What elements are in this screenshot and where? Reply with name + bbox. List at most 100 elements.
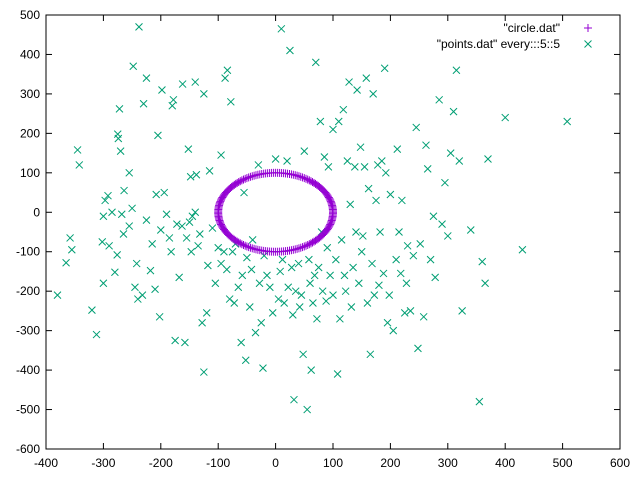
circle-point bbox=[242, 174, 251, 183]
series-layer bbox=[53, 22, 572, 414]
data-point bbox=[299, 350, 308, 359]
data-point bbox=[345, 78, 353, 86]
legend-x-mark bbox=[584, 40, 592, 48]
data-point bbox=[314, 263, 323, 272]
data-point bbox=[208, 224, 217, 232]
legend-plus-mark bbox=[584, 24, 592, 32]
circle-point bbox=[302, 174, 311, 183]
data-point bbox=[271, 155, 280, 163]
data-point bbox=[381, 168, 390, 177]
data-point bbox=[393, 145, 402, 153]
data-point bbox=[139, 99, 148, 108]
data-point bbox=[341, 287, 350, 296]
circle-point bbox=[305, 176, 314, 185]
data-point bbox=[441, 178, 449, 187]
data-point bbox=[353, 86, 361, 94]
data-point bbox=[169, 95, 178, 104]
circle-point bbox=[248, 244, 257, 253]
data-point bbox=[283, 157, 291, 165]
data-point bbox=[171, 336, 180, 345]
data-point bbox=[125, 222, 134, 230]
data-point bbox=[449, 107, 458, 116]
plot-border bbox=[45, 14, 621, 450]
data-point bbox=[175, 273, 184, 282]
data-point bbox=[152, 190, 161, 199]
data-point bbox=[366, 350, 375, 359]
data-point bbox=[343, 157, 352, 165]
circle-point bbox=[300, 242, 309, 251]
data-point bbox=[128, 204, 136, 213]
data-point bbox=[187, 247, 196, 256]
data-point bbox=[419, 312, 428, 321]
data-point bbox=[334, 117, 343, 126]
data-point bbox=[406, 307, 415, 315]
data-point bbox=[478, 257, 487, 266]
data-point bbox=[66, 234, 74, 242]
data-point bbox=[452, 66, 461, 75]
data-point bbox=[297, 291, 306, 299]
data-point bbox=[184, 145, 193, 153]
data-point bbox=[111, 268, 119, 277]
data-point bbox=[286, 46, 294, 55]
data-point bbox=[217, 151, 225, 159]
data-point bbox=[105, 241, 113, 250]
legend: "circle.dat" "points.dat" every:::5::5 bbox=[437, 21, 592, 51]
data-point bbox=[129, 62, 138, 71]
y-tick-label: -600 bbox=[16, 442, 40, 456]
data-point bbox=[191, 208, 200, 217]
circle-point bbox=[302, 241, 311, 250]
data-point bbox=[99, 212, 108, 221]
data-point bbox=[347, 303, 356, 311]
data-point bbox=[148, 239, 157, 248]
data-point bbox=[151, 285, 159, 294]
data-point bbox=[306, 279, 314, 288]
data-point bbox=[158, 86, 166, 94]
data-point bbox=[268, 309, 277, 317]
y-tick-label: -400 bbox=[16, 363, 40, 377]
data-point bbox=[300, 147, 309, 155]
data-point bbox=[257, 318, 266, 327]
data-point bbox=[333, 370, 342, 378]
data-point bbox=[194, 241, 202, 250]
data-point bbox=[247, 265, 256, 274]
x-tick-label: -400 bbox=[34, 456, 58, 470]
y-tick-label: 100 bbox=[20, 166, 40, 180]
data-point bbox=[360, 163, 369, 171]
data-point bbox=[518, 245, 527, 254]
data-point bbox=[356, 143, 365, 152]
data-point bbox=[305, 255, 313, 264]
data-point bbox=[455, 157, 464, 165]
data-point bbox=[377, 157, 386, 165]
data-point bbox=[290, 395, 298, 404]
data-point bbox=[329, 125, 337, 134]
data-point bbox=[237, 338, 246, 347]
data-point bbox=[396, 269, 405, 278]
data-point bbox=[88, 306, 96, 314]
data-point bbox=[248, 236, 257, 244]
data-point bbox=[205, 166, 214, 175]
data-point bbox=[135, 22, 143, 31]
data-point bbox=[475, 397, 484, 406]
data-point bbox=[75, 161, 84, 169]
circle-point bbox=[244, 173, 253, 182]
data-point bbox=[277, 24, 286, 33]
x-tick-label: 500 bbox=[553, 456, 573, 470]
data-point bbox=[310, 271, 319, 280]
data-point bbox=[458, 307, 467, 315]
x-tick-label: 200 bbox=[380, 456, 400, 470]
data-point bbox=[332, 255, 340, 264]
data-point bbox=[392, 255, 400, 264]
data-point bbox=[350, 163, 359, 171]
y-tick-label: -300 bbox=[16, 324, 40, 338]
x-tick-label: -300 bbox=[91, 456, 115, 470]
data-point bbox=[370, 291, 379, 299]
circle-point bbox=[293, 244, 302, 253]
data-point bbox=[259, 364, 267, 372]
data-point bbox=[234, 283, 243, 292]
data-point bbox=[362, 74, 371, 82]
data-point bbox=[263, 271, 271, 280]
data-point bbox=[466, 226, 475, 234]
circle-point bbox=[244, 243, 253, 252]
data-point bbox=[221, 74, 229, 82]
